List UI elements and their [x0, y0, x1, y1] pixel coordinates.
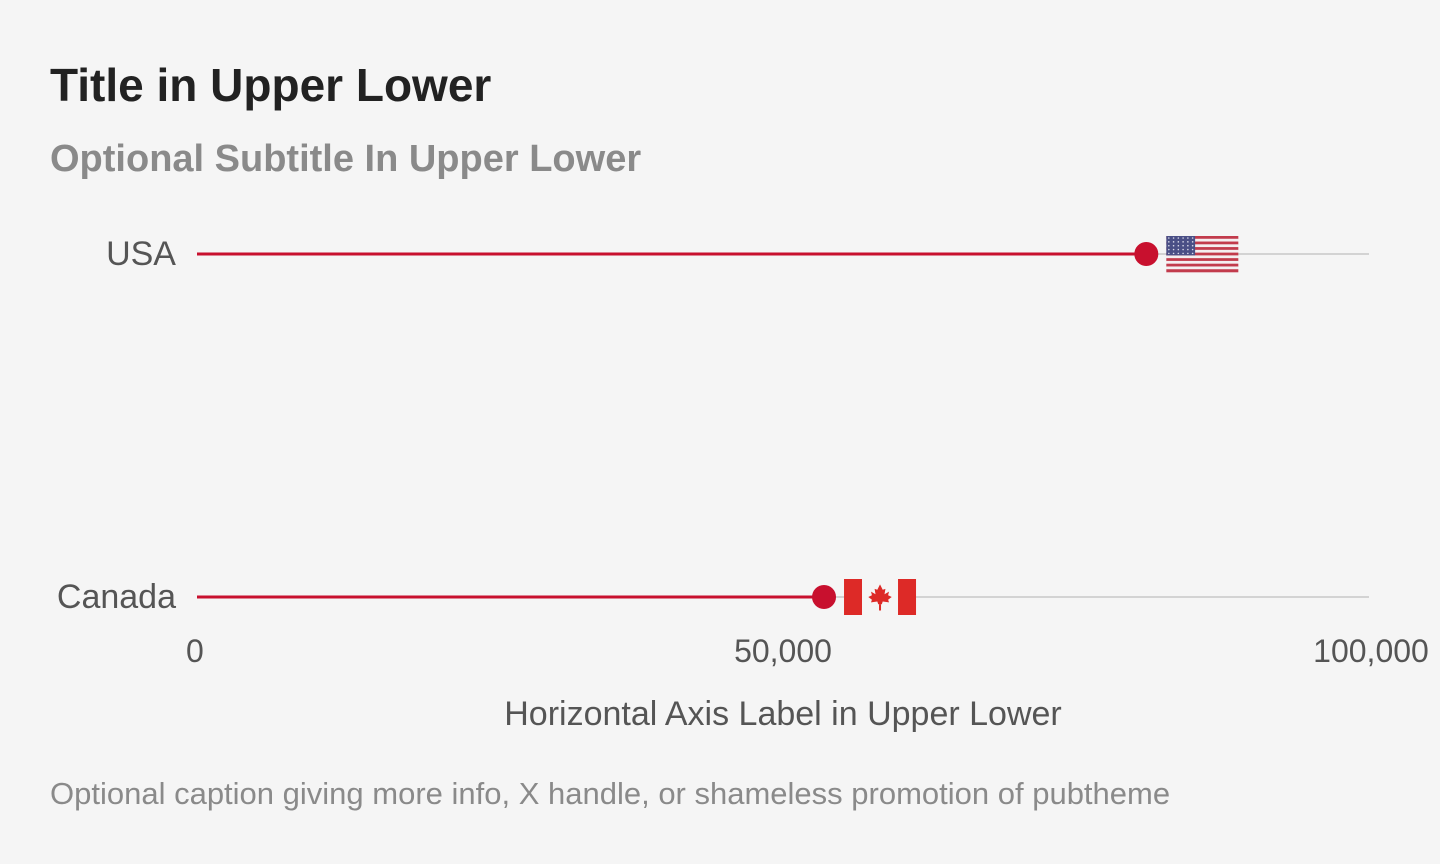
chart-caption: Optional caption giving more info, X han…	[50, 776, 1171, 811]
category-label: Canada	[57, 578, 176, 616]
chart-title: Title in Upper Lower	[50, 59, 492, 111]
x-axis-label: Horizontal Axis Label in Upper Lower	[504, 695, 1062, 733]
lollipop-dots	[812, 242, 1159, 609]
flag-icons	[844, 236, 1239, 615]
x-tick-label: 50,000	[734, 633, 832, 669]
canada-flag-icon	[844, 579, 917, 615]
chart-subtitle: Optional Subtitle In Upper Lower	[50, 138, 642, 180]
lollipop-chart: USA Canada 0 50,000 100,000 Horizontal Axis…	[57, 235, 1429, 733]
track-lines	[197, 253, 1369, 598]
x-tick-labels: 0 50,000 100,000	[186, 633, 1429, 669]
lollipop-dot	[812, 585, 837, 609]
category-label: USA	[106, 235, 176, 273]
us-flag-icon	[1166, 236, 1239, 273]
lollipop-stems	[197, 252, 1147, 599]
lollipop-dot	[1134, 242, 1159, 266]
x-tick-label: 100,000	[1313, 633, 1429, 669]
x-tick-label: 0	[186, 633, 204, 669]
category-labels: USA Canada	[57, 235, 176, 616]
